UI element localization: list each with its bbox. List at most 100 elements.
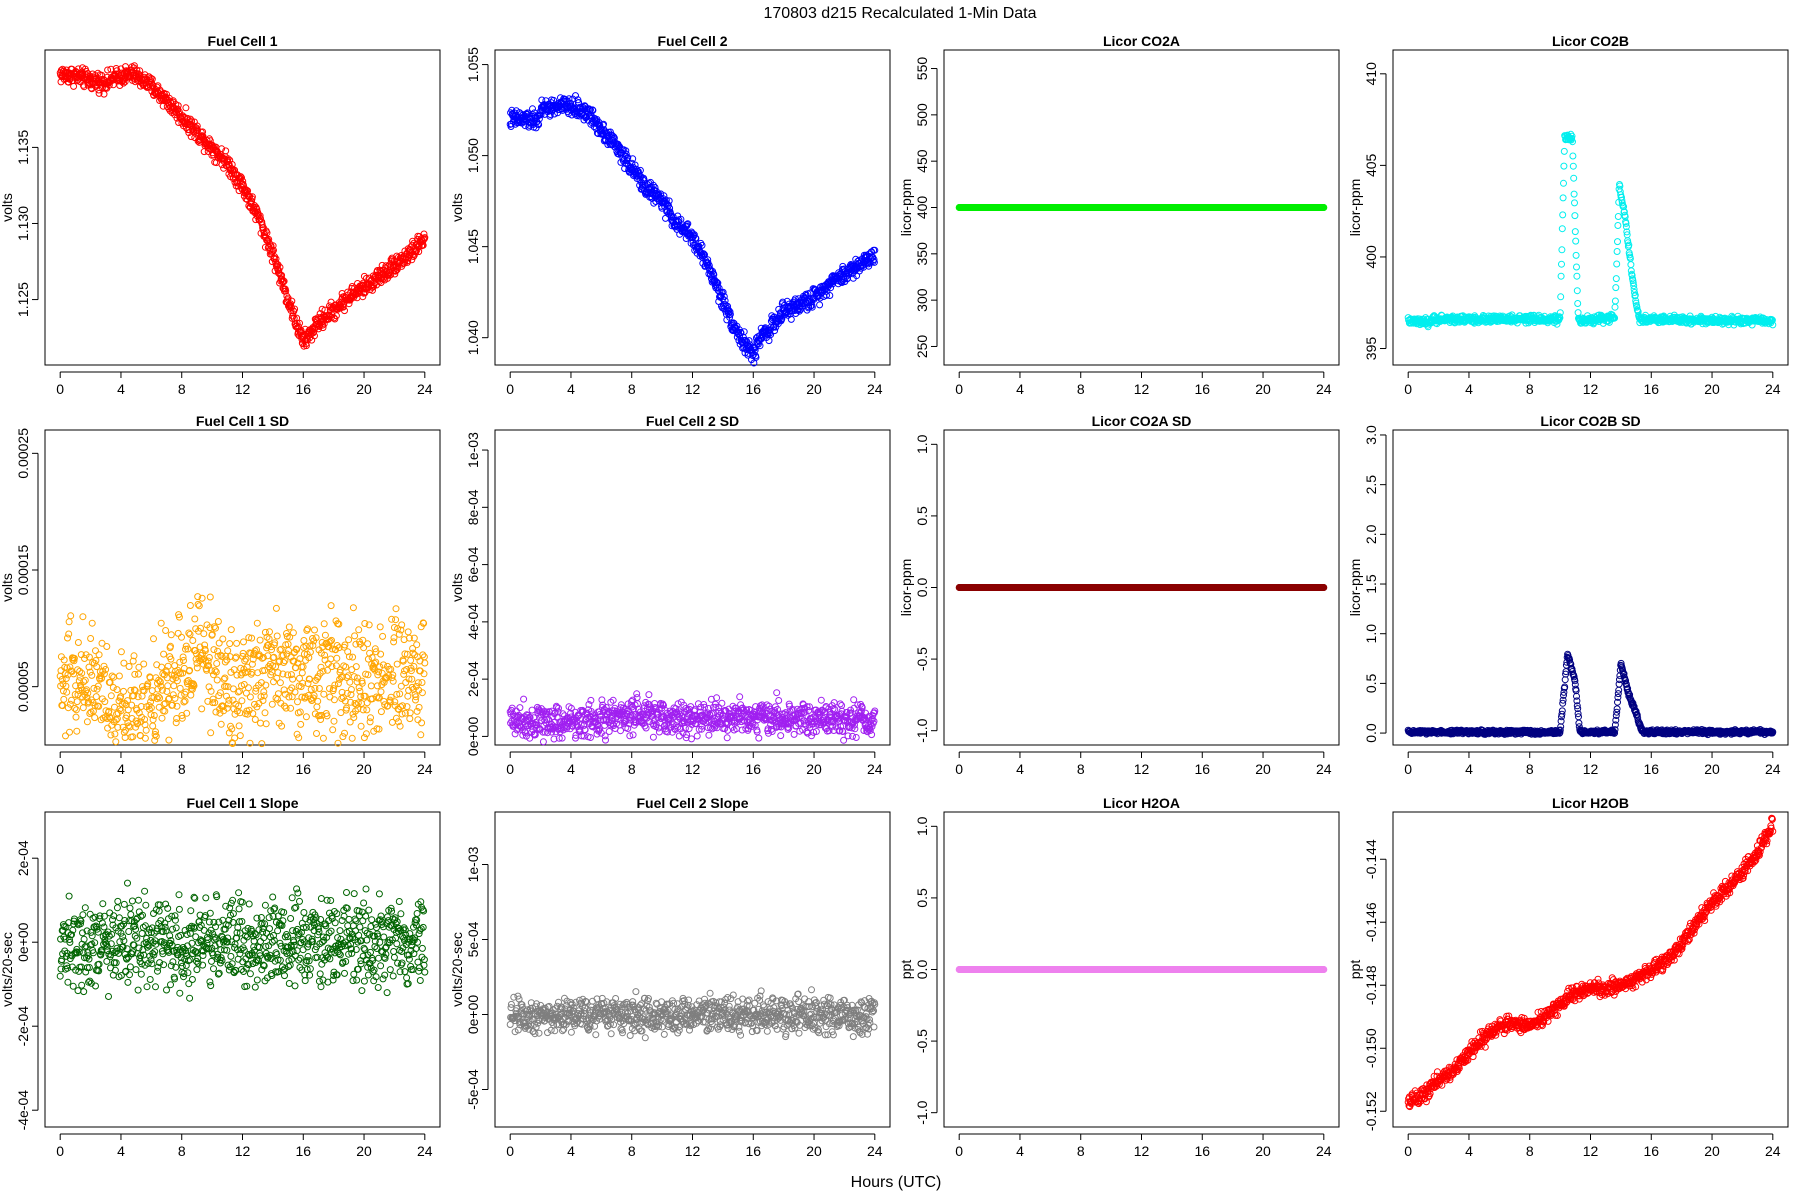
data-point (154, 82, 162, 90)
data-point (92, 647, 99, 655)
data-point (227, 626, 235, 634)
data-point (404, 692, 412, 700)
data-point (182, 104, 190, 112)
data-point (320, 620, 328, 628)
data-point (364, 640, 372, 648)
x-tick-label: 24 (417, 381, 433, 397)
data-point (111, 730, 119, 738)
data-point (160, 650, 168, 658)
data-point (71, 704, 79, 712)
x-tick-label: 24 (1765, 381, 1781, 397)
data-point (1613, 260, 1621, 268)
data-point (206, 593, 214, 601)
data-point (377, 708, 385, 716)
y-tick-label: 0.00025 (15, 428, 31, 479)
data-point (355, 626, 363, 634)
y-tick-label: 1.045 (465, 229, 481, 264)
data-point (418, 679, 426, 686)
data-series (1404, 130, 1777, 331)
y-axis-label: volts (449, 573, 465, 602)
x-tick-label: 4 (1016, 381, 1024, 397)
x-tick-label: 24 (867, 761, 883, 777)
data-point (418, 719, 426, 727)
data-point (393, 660, 401, 668)
data-point (167, 631, 175, 639)
data-point (207, 729, 215, 737)
data-point (209, 695, 217, 703)
data-point (226, 640, 234, 648)
data-point (285, 623, 293, 631)
data-point (109, 81, 117, 89)
data-point (417, 731, 425, 739)
data-point (224, 647, 232, 655)
y-tick-label: 550 (914, 57, 930, 81)
data-point (302, 713, 310, 721)
data-point (148, 687, 156, 695)
data-point (1560, 179, 1567, 187)
x-tick-label: 16 (295, 761, 311, 777)
data-point (321, 631, 329, 639)
x-tick-label: 12 (235, 761, 251, 777)
y-tick-label: 0.00005 (15, 661, 31, 712)
plot-frame (44, 49, 441, 366)
data-point (95, 651, 103, 659)
x-tick-label: 8 (628, 761, 636, 777)
x-tick-label: 8 (178, 761, 186, 777)
data-point (213, 660, 221, 667)
data-point (147, 74, 155, 82)
data-point (193, 122, 201, 130)
data-point (157, 619, 165, 627)
data-point (74, 639, 82, 646)
data-point (66, 728, 73, 736)
y-axis-label: licor-ppm (898, 179, 914, 237)
y-tick-label: 1.040 (465, 320, 481, 355)
panel-title: Fuel Cell 1 SD (196, 413, 289, 429)
data-point (344, 672, 352, 680)
y-axis-label: volts (0, 193, 15, 222)
y-tick-label: 350 (914, 242, 930, 266)
data-point (103, 643, 111, 650)
data-point (376, 623, 384, 631)
data-point (68, 696, 75, 704)
data-point (379, 632, 387, 640)
data-point (1614, 222, 1622, 229)
data-point (107, 692, 115, 700)
data-point (1558, 225, 1566, 233)
data-point (414, 716, 422, 724)
data-point (65, 618, 73, 626)
data-point (186, 602, 194, 609)
data-point (141, 71, 149, 79)
x-tick-label: 20 (806, 381, 822, 397)
y-tick-label: 4e-04 (465, 604, 481, 640)
data-point (191, 615, 199, 623)
y-tick-label: 6e-04 (465, 546, 481, 582)
data-point (73, 727, 81, 735)
data-point (392, 605, 400, 613)
data-point (1574, 309, 1582, 317)
data-point (70, 82, 78, 90)
panel-title: Fuel Cell 1 (207, 33, 277, 49)
data-point (79, 704, 87, 712)
data-point (298, 669, 306, 677)
data-point (392, 616, 400, 624)
data-point (110, 673, 118, 681)
data-point (195, 602, 203, 610)
x-tick-label: 16 (1643, 381, 1659, 397)
data-point (287, 704, 295, 712)
data-point (377, 688, 385, 696)
data-point (300, 637, 308, 644)
data-point (165, 736, 173, 744)
data-point (311, 626, 318, 634)
data-point (363, 706, 371, 714)
data-point (91, 714, 99, 722)
data-point (352, 663, 360, 671)
data-point (178, 633, 185, 641)
data-point (1571, 228, 1579, 236)
data-point (319, 734, 327, 742)
data-point (296, 708, 304, 716)
data-point (200, 630, 208, 638)
data-point (357, 722, 365, 730)
x-tick-label: 20 (1255, 381, 1271, 397)
